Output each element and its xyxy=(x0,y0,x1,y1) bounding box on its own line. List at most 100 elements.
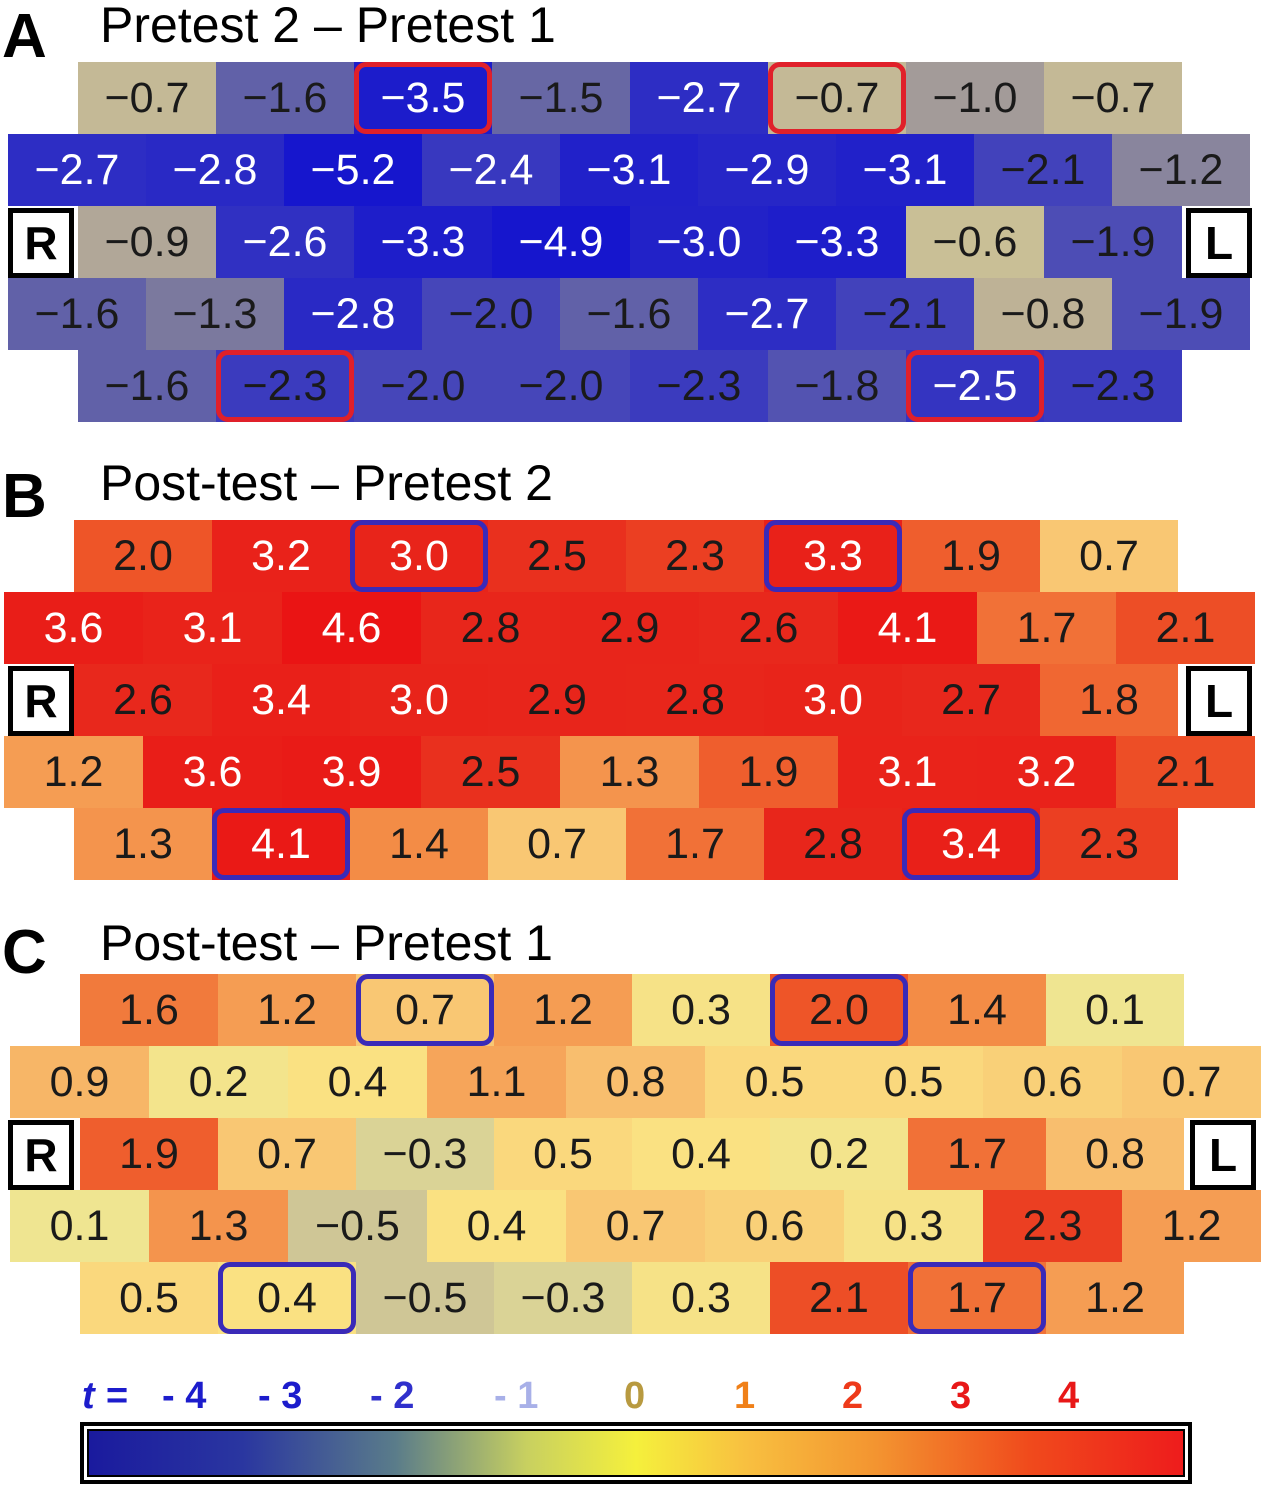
heatmap-cell: 2.0 xyxy=(74,520,212,592)
heatmap-cell: −0.3 xyxy=(494,1262,632,1334)
highlight-box xyxy=(906,350,1044,422)
heatmap-cell: 0.7 xyxy=(1040,520,1178,592)
heatmap-cell: −2.7 xyxy=(8,134,146,206)
heatmap-cell: 1.2 xyxy=(218,974,356,1046)
highlight-box xyxy=(356,974,494,1046)
heatmap-cell: 1.4 xyxy=(350,808,488,880)
panel-b: B Post-test – Pretest 2 R L 2.0 3.2 3.0 2.5… xyxy=(2,455,1255,880)
highlight-box xyxy=(908,1262,1046,1334)
heatmap-cell: 2.3 xyxy=(1040,808,1178,880)
highlight-box xyxy=(350,520,488,592)
heatmap-cell: 1.1 xyxy=(427,1046,566,1118)
heatmap-cell: 0.6 xyxy=(983,1046,1122,1118)
heatmap-cell: 3.0 xyxy=(764,664,902,736)
heatmap-cell: 0.9 xyxy=(10,1046,149,1118)
colorbar xyxy=(80,1422,1192,1484)
heatmap-cell: −0.5 xyxy=(288,1190,427,1262)
heatmap-cell: 0.1 xyxy=(1046,974,1184,1046)
heatmap-cell: 1.2 xyxy=(4,736,143,808)
heatmap-cell: 1.2 xyxy=(1046,1262,1184,1334)
panel-title: Post-test – Pretest 1 xyxy=(100,915,553,971)
heatmap-cell: −2.1 xyxy=(836,278,974,350)
heatmap-cell: −0.3 xyxy=(356,1118,494,1190)
heatmap-cell: 2.5 xyxy=(421,736,560,808)
heatmap-cell: −1.3 xyxy=(146,278,284,350)
heatmap-cell: 4.1 xyxy=(838,592,977,664)
heatmap-cell: −5.2 xyxy=(284,134,422,206)
heatmap-cell: 3.6 xyxy=(143,736,282,808)
heatmap-cell: 1.3 xyxy=(74,808,212,880)
heatmap-cell: 3.4 xyxy=(212,664,350,736)
left-hemisphere-label: L xyxy=(1186,208,1252,278)
right-hemisphere-label: R xyxy=(8,208,74,278)
left-hemisphere-label: L xyxy=(1190,1120,1256,1190)
heatmap-cell: −3.5 xyxy=(354,62,492,134)
heatmap-cell: −0.6 xyxy=(906,206,1044,278)
panel-letter: C xyxy=(2,918,47,987)
panel-title: Post-test – Pretest 2 xyxy=(100,455,553,511)
heatmap-cell: 1.7 xyxy=(977,592,1116,664)
heatmap-cell: −3.0 xyxy=(630,206,768,278)
highlight-box xyxy=(354,62,492,134)
heatmap-cell: −2.0 xyxy=(422,278,560,350)
heatmap-cell: 1.6 xyxy=(80,974,218,1046)
heatmap-cell: 0.7 xyxy=(566,1190,705,1262)
heatmap-cell: 2.1 xyxy=(1116,736,1255,808)
heatmap-cell: −2.6 xyxy=(216,206,354,278)
heatmap-cell: 3.1 xyxy=(143,592,282,664)
heatmap-cell: 3.0 xyxy=(350,664,488,736)
heatmap-cell: −1.0 xyxy=(906,62,1044,134)
heatmap-cell: 1.7 xyxy=(908,1262,1046,1334)
heatmap-cell: 0.4 xyxy=(218,1262,356,1334)
heatmap-cell: 0.3 xyxy=(632,974,770,1046)
heatmap-cell: −1.6 xyxy=(216,62,354,134)
heatmap-cell: 0.7 xyxy=(488,808,626,880)
heatmap-cell: 0.8 xyxy=(566,1046,705,1118)
heatmap-cell: 3.3 xyxy=(764,520,902,592)
heatmap-cell: 0.7 xyxy=(356,974,494,1046)
legend-tick: 4 xyxy=(1058,1375,1080,1417)
heatmap-cell: −1.5 xyxy=(492,62,630,134)
left-hemisphere-label: L xyxy=(1186,666,1252,736)
heatmap-cell: 2.0 xyxy=(770,974,908,1046)
legend-tick: 2 xyxy=(842,1375,864,1417)
heatmap-cell: 0.8 xyxy=(1046,1118,1184,1190)
heatmap-cell: −0.7 xyxy=(768,62,906,134)
heatmap-cell: 2.1 xyxy=(770,1262,908,1334)
heatmap-cell: −0.7 xyxy=(1044,62,1182,134)
heatmap-cell: 3.9 xyxy=(282,736,421,808)
heatmap-cell: 2.1 xyxy=(1116,592,1255,664)
heatmap-cell: 3.2 xyxy=(212,520,350,592)
heatmap-cell: −2.9 xyxy=(698,134,836,206)
heatmap-cell: 0.7 xyxy=(1122,1046,1261,1118)
heatmap-cell: 1.9 xyxy=(80,1118,218,1190)
panel-letter: B xyxy=(2,462,47,531)
heatmap-cell: 2.8 xyxy=(421,592,560,664)
heatmap-cell: −2.1 xyxy=(974,134,1112,206)
heatmap-cell: 3.4 xyxy=(902,808,1040,880)
highlight-box xyxy=(764,520,902,592)
heatmap-cell: −1.6 xyxy=(560,278,698,350)
heatmap-cell: 3.0 xyxy=(350,520,488,592)
heatmap-cell: −2.3 xyxy=(216,350,354,422)
heatmap-cell: 1.8 xyxy=(1040,664,1178,736)
heatmap-cell: −2.7 xyxy=(630,62,768,134)
heatmap-cell: 3.6 xyxy=(4,592,143,664)
heatmap-cell: −3.1 xyxy=(560,134,698,206)
heatmap-cell: 2.6 xyxy=(699,592,838,664)
heatmap-cell: 2.9 xyxy=(488,664,626,736)
heatmap-cell: 0.4 xyxy=(632,1118,770,1190)
heatmap-cell: 3.2 xyxy=(977,736,1116,808)
heatmap-cell: 4.6 xyxy=(282,592,421,664)
heatmap-cell: 0.5 xyxy=(844,1046,983,1118)
heatmap-cell: 0.2 xyxy=(149,1046,288,1118)
heatmap-cell: −2.8 xyxy=(284,278,422,350)
heatmap-cell: −1.9 xyxy=(1044,206,1182,278)
legend-prefix: t = xyxy=(82,1375,128,1417)
heatmap-cell: 2.5 xyxy=(488,520,626,592)
panel-letter: A xyxy=(2,2,47,71)
heatmap-cell: 0.6 xyxy=(705,1190,844,1262)
heatmap-cell: 0.3 xyxy=(844,1190,983,1262)
colorbar-gradient xyxy=(87,1429,1185,1477)
panel-c: C Post-test – Pretest 1 R L 1.6 1.2 0.7 1.2… xyxy=(2,915,1261,1334)
